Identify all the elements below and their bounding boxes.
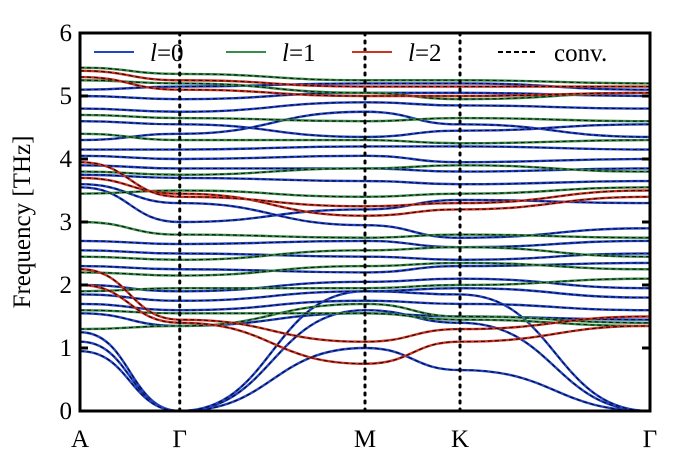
conv-band-line-1-1 <box>80 309 650 327</box>
conv-band-line-0-19 <box>80 92 650 100</box>
bands-layer <box>80 66 650 411</box>
y-axis-ticks: 0 1 2 3 4 5 6 <box>60 20 650 425</box>
conv-band-line-2-3 <box>80 161 650 207</box>
x-tick-label-3: K <box>451 426 469 453</box>
conv-band-line-1-6 <box>80 186 650 198</box>
conv-band-line-0-18 <box>80 101 650 113</box>
conv-band-line-1-5 <box>80 221 650 239</box>
conv-band-line-1-7 <box>80 164 650 176</box>
y-axis-label: Frequency [THz] <box>9 136 36 309</box>
x-tick-label-4: Γ <box>643 426 657 453</box>
conv-band-line-0-8 <box>80 249 650 261</box>
conv-band-line-1-0 <box>80 303 650 330</box>
conv-band-line-0-15 <box>80 145 650 151</box>
conv-band-line-0-4 <box>80 300 650 311</box>
x-tick-label-0: A <box>71 426 89 453</box>
y-tick-label-4: 4 <box>60 146 73 173</box>
x-tick-label-2: M <box>354 426 376 453</box>
conv-band-line-0-1 <box>80 309 650 411</box>
high-symmetry-lines <box>178 31 462 413</box>
legend: l=0 l=1 l=2 conv. <box>94 40 607 67</box>
y-tick-label-0: 0 <box>60 398 73 425</box>
y-tick-label-6: 6 <box>60 20 73 47</box>
conv-band-line-0-14 <box>80 155 650 163</box>
legend-label-0: l=0 <box>150 40 184 67</box>
conv-band-line-1-10 <box>80 79 650 100</box>
conv-band-line-1-8 <box>80 133 650 144</box>
conv-band-line-0-0 <box>80 331 650 411</box>
conv-band-line-0-12 <box>80 174 650 185</box>
legend-label-1: l=1 <box>282 40 316 67</box>
conv-band-line-1-9 <box>80 114 650 122</box>
y-tick-label-2: 2 <box>60 272 73 299</box>
conv-band-line-1-2 <box>80 278 650 292</box>
conv-band-line-2-5 <box>80 70 650 88</box>
y-tick-label-3: 3 <box>60 209 73 236</box>
y-tick-label-5: 5 <box>60 83 73 110</box>
conv-band-line-0-5 <box>80 287 650 302</box>
y-tick-label-1: 1 <box>60 335 73 362</box>
conv-band-line-2-0 <box>80 284 650 365</box>
conv-band-line-0-10 <box>80 186 650 223</box>
conv-band-line-0-9 <box>80 240 650 248</box>
conv-band-line-1-11 <box>80 67 650 84</box>
conv-band-line-2-1 <box>80 268 650 343</box>
conv-band-line-1-3 <box>80 262 650 277</box>
conv-band-line-2-4 <box>80 76 650 97</box>
conv-band-line-0-13 <box>80 164 650 173</box>
legend-label-3: conv. <box>554 40 607 67</box>
x-tick-label-1: Γ <box>173 426 187 453</box>
conv-band-line-1-4 <box>80 246 650 261</box>
legend-label-2: l=2 <box>408 40 442 67</box>
